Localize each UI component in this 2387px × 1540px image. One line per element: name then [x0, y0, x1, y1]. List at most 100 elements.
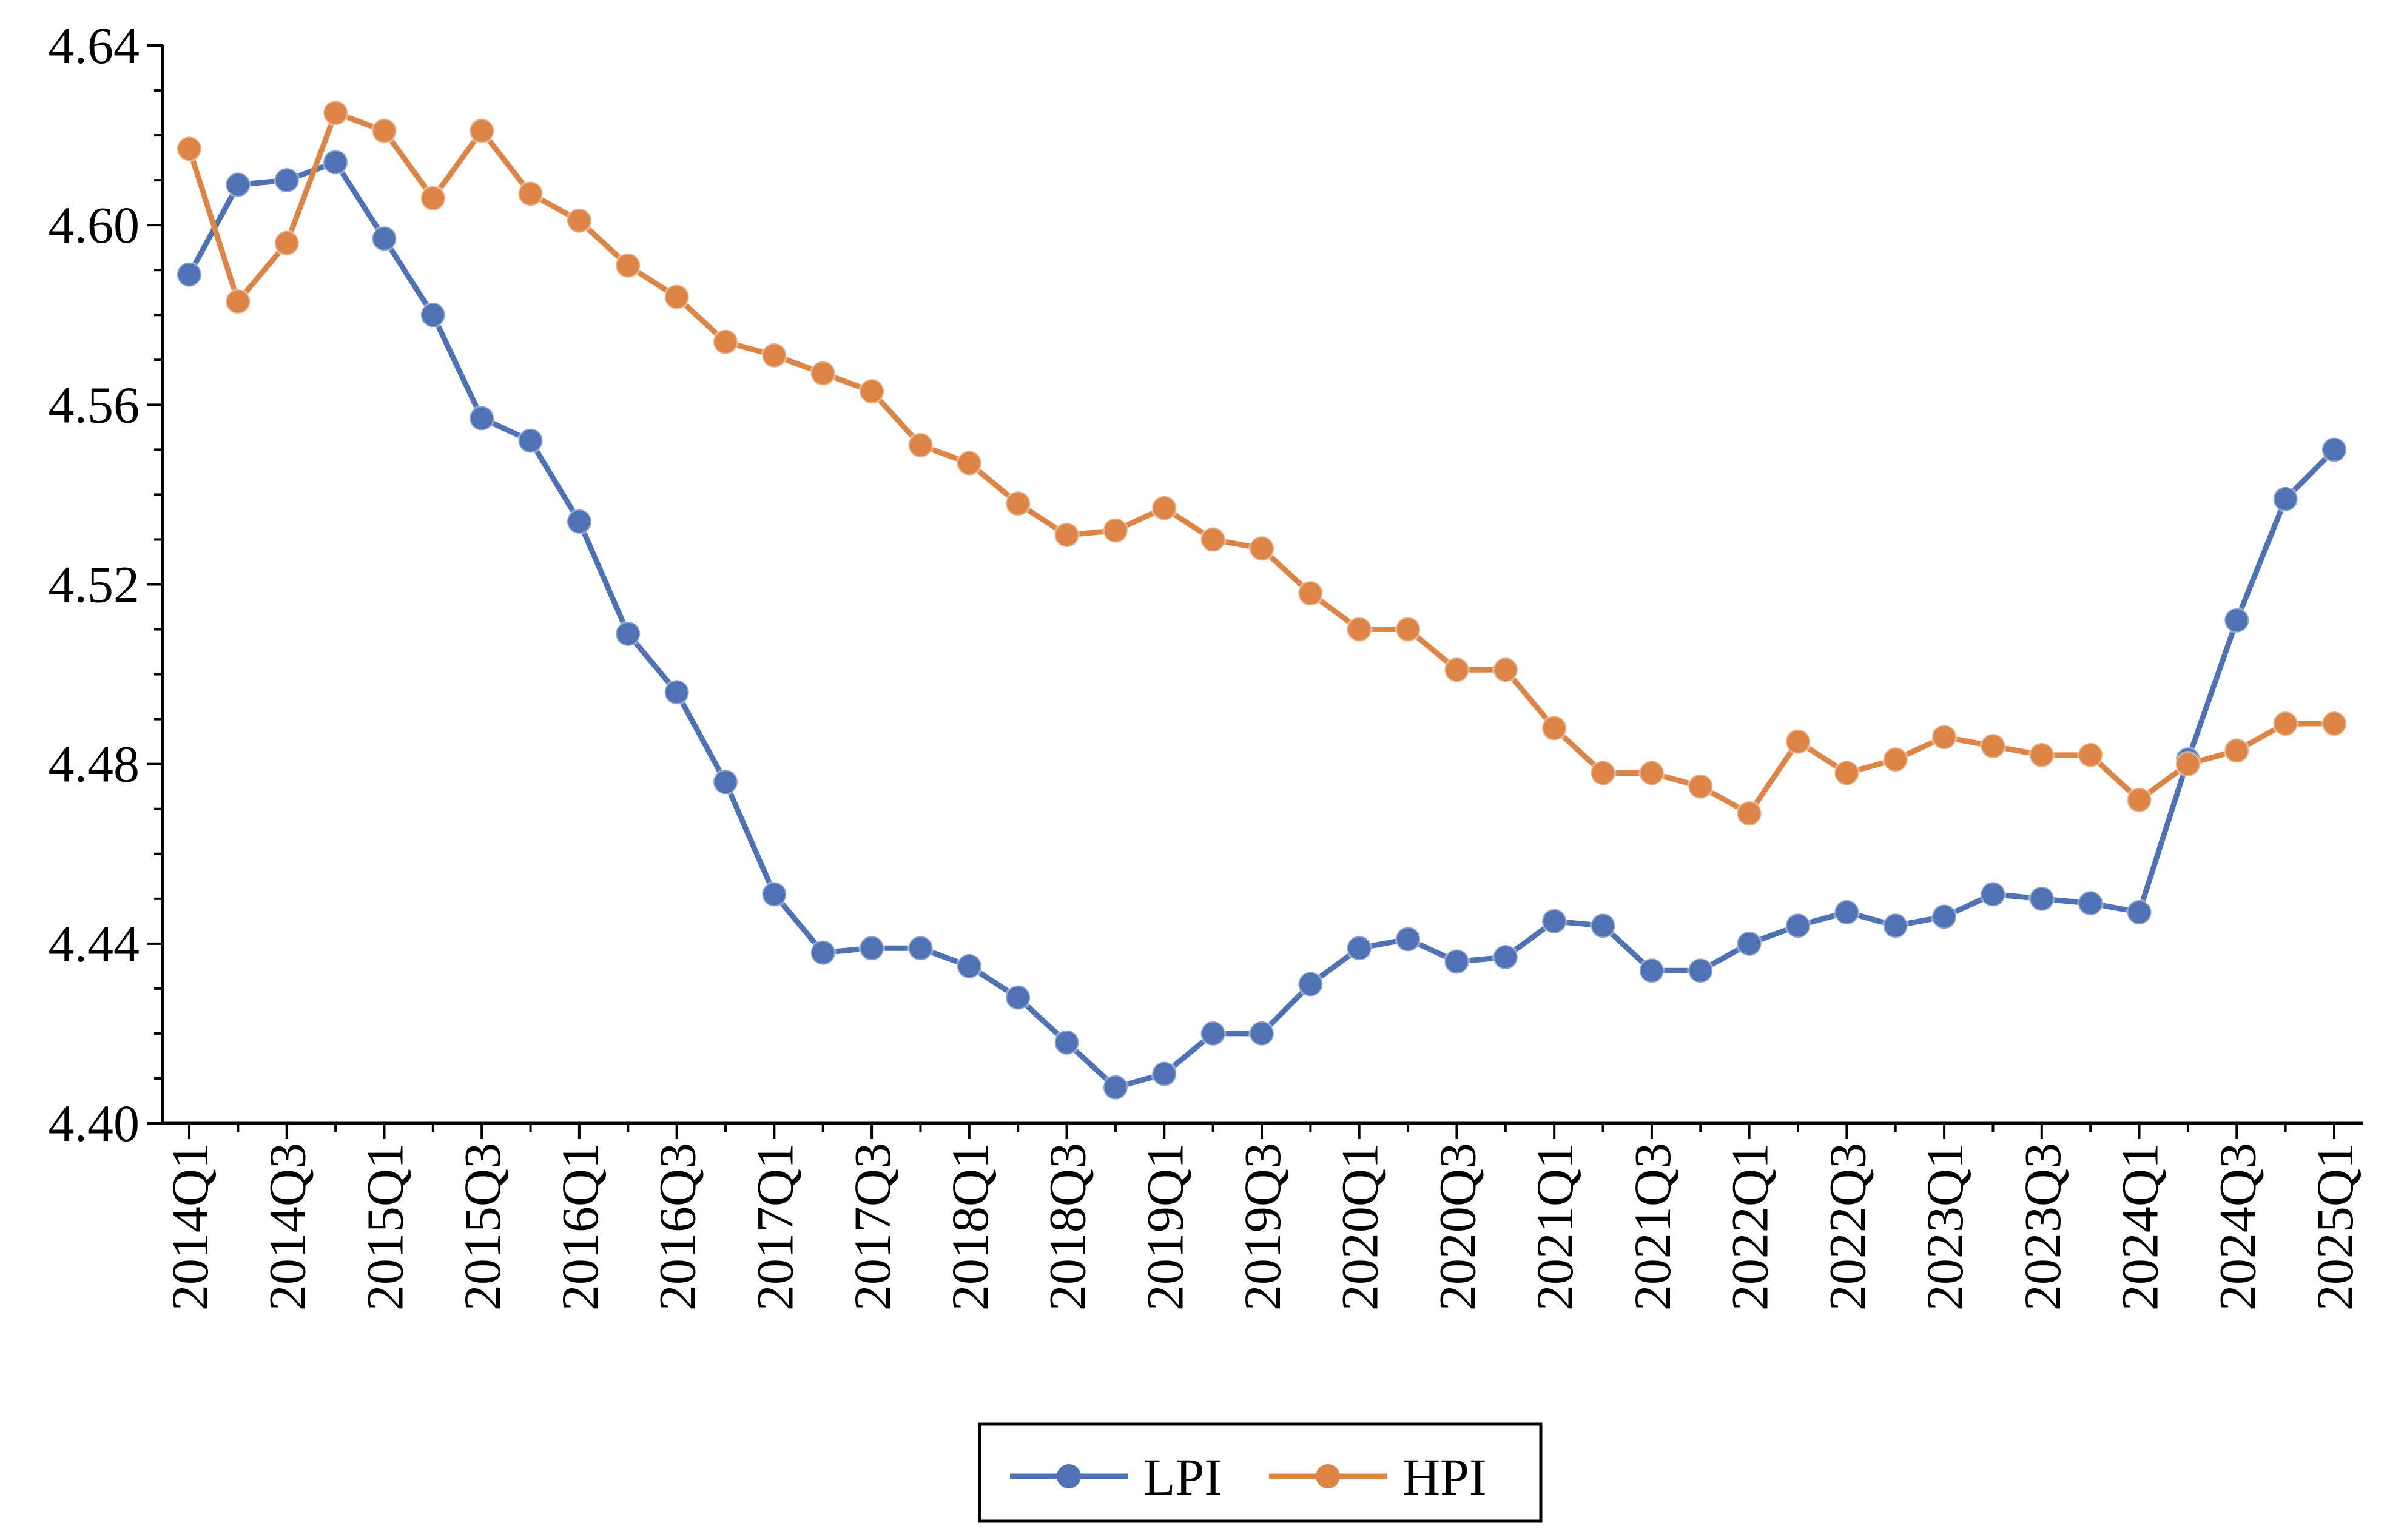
data-point-hpi	[371, 117, 398, 144]
data-point-lpi	[224, 171, 252, 198]
data-point-lpi	[517, 427, 544, 454]
data-point-lpi	[468, 405, 496, 432]
data-point-hpi	[322, 99, 349, 127]
data-point-lpi	[1687, 957, 1714, 984]
data-point-hpi	[1345, 616, 1373, 643]
data-point-lpi	[565, 508, 593, 535]
data-point-lpi	[1931, 903, 1958, 930]
x-tick-label: 2024Q1	[2111, 1143, 2169, 1311]
x-tick-label: 2025Q1	[2306, 1143, 2364, 1311]
x-tick-label: 2023Q3	[2013, 1143, 2072, 1311]
data-point-hpi	[858, 378, 886, 405]
data-point-hpi	[1931, 724, 1958, 751]
x-tick-label: 2014Q3	[258, 1143, 317, 1311]
y-tick-label: 4.48	[49, 735, 140, 793]
data-point-lpi	[2077, 890, 2104, 917]
data-point-hpi	[1151, 494, 1178, 522]
data-point-hpi	[1102, 517, 1129, 544]
data-point-lpi	[1589, 912, 1617, 940]
data-point-lpi	[1541, 907, 1568, 935]
x-tick-label: 2017Q1	[746, 1143, 804, 1311]
data-point-hpi	[1541, 715, 1568, 742]
data-point-hpi	[1199, 526, 1227, 553]
data-point-hpi	[761, 341, 788, 369]
data-point-hpi	[1395, 616, 1422, 643]
data-point-hpi	[614, 252, 642, 279]
x-tick-label: 2017Q3	[843, 1143, 901, 1311]
data-point-hpi	[712, 328, 739, 355]
x-tick-label: 2021Q1	[1526, 1143, 1584, 1311]
data-point-hpi	[1053, 522, 1080, 549]
data-point-lpi	[1882, 912, 1909, 940]
data-point-lpi	[1248, 1020, 1275, 1047]
data-point-hpi	[1882, 746, 1909, 773]
legend-label-lpi: LPI	[1143, 1448, 1222, 1506]
x-tick-label: 2019Q3	[1233, 1143, 1291, 1311]
legend-label-hpi: HPI	[1402, 1448, 1487, 1506]
y-tick-label: 4.56	[49, 375, 140, 434]
data-point-hpi	[907, 431, 934, 459]
data-point-hpi	[468, 117, 496, 144]
data-point-hpi	[1687, 773, 1714, 800]
data-point-lpi	[2126, 899, 2153, 926]
data-point-lpi	[1345, 935, 1373, 962]
data-point-lpi	[1833, 899, 1860, 926]
data-point-hpi	[809, 360, 837, 387]
data-point-hpi	[1443, 656, 1470, 684]
data-point-lpi	[419, 301, 446, 329]
data-point-hpi	[1492, 656, 1519, 684]
data-point-lpi	[1492, 944, 1519, 971]
data-point-lpi	[2321, 436, 2348, 463]
data-point-lpi	[273, 167, 300, 194]
x-tick-label: 2015Q3	[453, 1143, 511, 1311]
data-point-hpi	[1005, 490, 1032, 517]
data-point-lpi	[2028, 885, 2055, 912]
y-tick-label: 4.44	[49, 915, 140, 973]
y-tick-label: 4.64	[49, 16, 140, 75]
data-point-lpi	[614, 620, 642, 647]
data-point-hpi	[955, 449, 983, 477]
y-tick-label: 4.60	[49, 196, 140, 254]
x-tick-label: 2020Q3	[1428, 1143, 1486, 1311]
data-point-hpi	[2174, 750, 2201, 778]
data-point-hpi	[224, 288, 252, 315]
x-tick-label: 2022Q3	[1818, 1143, 1876, 1311]
x-tick-label: 2014Q1	[161, 1143, 219, 1311]
x-tick-label: 2023Q1	[1916, 1143, 1974, 1311]
data-point-hpi	[1736, 800, 1763, 827]
data-point-lpi	[809, 939, 837, 966]
series-layer	[176, 99, 2348, 1101]
data-point-hpi	[663, 283, 690, 311]
series-line-hpi	[186, 110, 2334, 816]
x-tick-label: 2020Q1	[1331, 1143, 1389, 1311]
x-tick-label: 2015Q1	[355, 1143, 414, 1311]
x-tick-label: 2019Q1	[1136, 1143, 1194, 1311]
data-point-hpi	[1979, 733, 2007, 760]
x-tick-label: 2021Q3	[1623, 1143, 1682, 1311]
data-point-hpi	[2223, 737, 2251, 764]
data-point-lpi	[1979, 881, 2007, 908]
data-point-lpi	[1297, 970, 1324, 998]
data-point-lpi	[1785, 912, 1811, 940]
data-point-hpi	[1785, 728, 1811, 755]
data-point-lpi	[1151, 1060, 1178, 1088]
axes: 4.40 4.44 4.48 4.52 4.56 4.60 4.64 2014Q1 2014Q3…	[49, 16, 2365, 1311]
data-point-lpi	[1638, 957, 1665, 984]
data-point-lpi	[176, 261, 203, 288]
data-point-lpi	[1102, 1074, 1129, 1101]
data-point-hpi	[1638, 759, 1665, 787]
data-point-lpi	[1443, 948, 1470, 975]
data-point-hpi	[565, 207, 593, 234]
series-line-lpi	[187, 160, 2337, 1091]
data-point-hpi	[1833, 759, 1860, 787]
data-point-hpi	[517, 180, 544, 207]
data-point-lpi	[322, 149, 349, 176]
legend-marker-lpi	[1057, 1464, 1081, 1488]
y-tick-label: 4.40	[49, 1094, 140, 1152]
data-point-hpi	[1248, 535, 1275, 562]
y-tick-label: 4.52	[49, 556, 140, 614]
data-point-lpi	[1395, 926, 1422, 953]
x-tick-label: 2016Q1	[551, 1143, 609, 1311]
data-point-lpi	[663, 679, 690, 706]
data-point-hpi	[419, 184, 446, 212]
